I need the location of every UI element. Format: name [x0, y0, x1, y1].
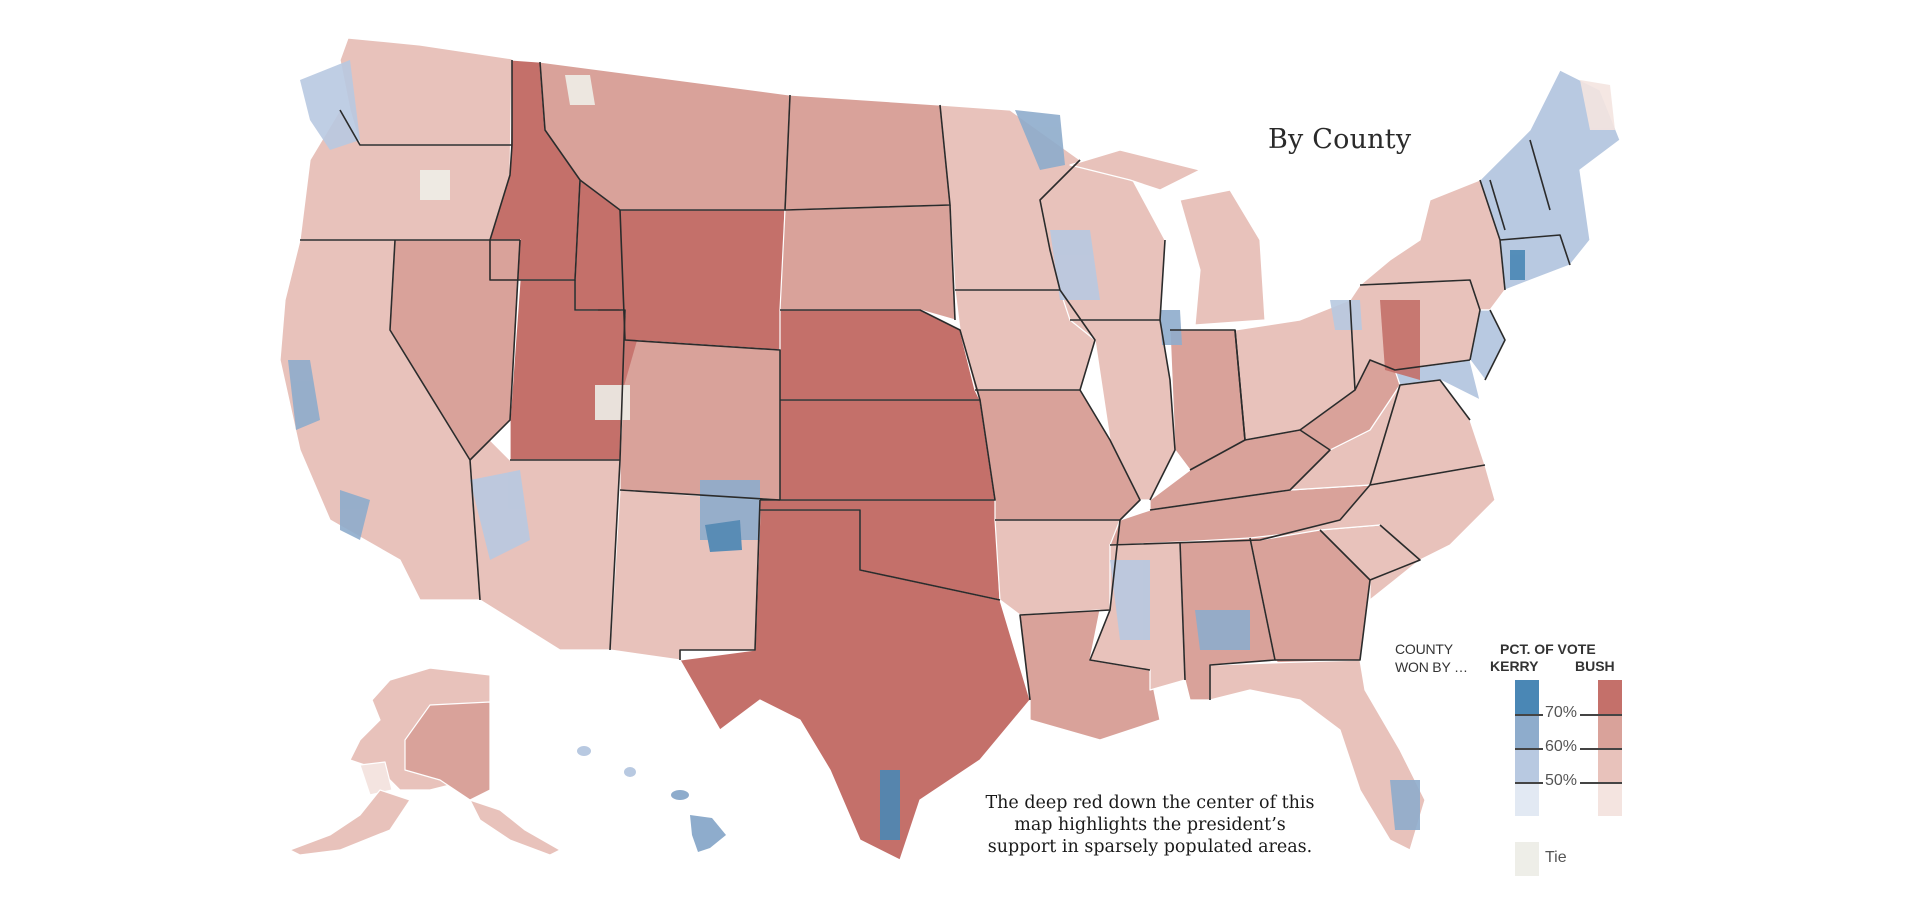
legend-tick-50: [1515, 782, 1543, 784]
region-aroostook: [1580, 80, 1615, 130]
hawaii: [577, 746, 726, 852]
region-tie-county-ut: [595, 385, 630, 420]
region-bay-area: [288, 360, 320, 430]
county-color-hints: [288, 60, 1615, 840]
legend-bush-70-plus: [1598, 680, 1622, 714]
caption-line-1: The deep red down the center of this: [985, 793, 1315, 813]
state-michigan: [1179, 189, 1266, 326]
region-tie-county-or: [420, 170, 450, 200]
legend-kerry-label: KERRY: [1490, 658, 1539, 674]
region-upper-mississippi: [1050, 230, 1100, 300]
legend-bush-50-60: [1598, 748, 1622, 782]
region-chicago: [1160, 310, 1182, 345]
region-rio-grande: [880, 770, 900, 840]
alaska-west: [359, 761, 393, 796]
region-iron-range: [1015, 110, 1065, 170]
region-central-pa: [1380, 300, 1420, 380]
caption-line-2: map highlights the president’s: [1014, 815, 1286, 835]
map-caption: The deep red down the center of this map…: [960, 792, 1340, 858]
hawaii-big-island: [690, 815, 726, 852]
legend-tick-50-right: [1580, 782, 1622, 784]
region-puget-sound: [300, 60, 360, 150]
legend-bush-label: BUSH: [1575, 658, 1615, 674]
state-north-dakota: [784, 94, 951, 211]
state-kansas: [779, 399, 996, 501]
region-los-angeles: [340, 490, 370, 540]
region-cleveland: [1330, 300, 1362, 330]
state-washington: [339, 37, 521, 146]
legend-tick-70: [1515, 714, 1543, 716]
state-boundaries: [300, 60, 1571, 701]
legend: COUNTY WON BY … PCT. OF VOTE KERRY BUSH …: [1390, 636, 1630, 876]
legend-kerry-50-60: [1515, 748, 1539, 782]
state-south-dakota: [779, 204, 956, 321]
legend-tick-60: [1515, 748, 1543, 750]
region-tie-county-mt: [565, 75, 595, 105]
hawaii-oahu: [624, 767, 636, 777]
map-title: By County: [1268, 124, 1412, 155]
legend-bush-60-70: [1598, 714, 1622, 748]
alaska-interior: [404, 701, 491, 801]
legend-kerry-under-50: [1515, 782, 1539, 816]
hawaii-kauai: [577, 746, 591, 756]
state-arkansas: [994, 519, 1121, 616]
region-las-vegas: [470, 470, 530, 560]
legend-pct-of-vote: PCT. OF VOTE: [1500, 641, 1596, 657]
legend-bush-under-50: [1598, 782, 1622, 816]
state-michigan-up: [1069, 149, 1201, 191]
legend-tick-label-60: 60%: [1545, 738, 1578, 755]
alaska-panhandle: [469, 799, 561, 856]
state-florida: [1209, 659, 1426, 851]
hawaii-maui: [671, 790, 689, 800]
region-south-florida: [1390, 780, 1420, 830]
legend-kerry-60-70: [1515, 714, 1539, 748]
legend-header-left-2: WON BY …: [1395, 659, 1468, 675]
legend-tie-label: Tie: [1545, 849, 1567, 866]
state-nebraska: [779, 309, 981, 401]
legend-kerry-70-plus: [1515, 680, 1539, 714]
region-great-basin: [590, 290, 640, 400]
region-santa-fe: [705, 520, 742, 552]
legend-tie-swatch: [1515, 842, 1539, 876]
state-louisiana: [1019, 609, 1161, 741]
region-black-belt: [1195, 610, 1250, 650]
legend-tick-60-right: [1580, 748, 1622, 750]
alaska: [289, 667, 561, 856]
state-colorado: [619, 339, 781, 501]
caption-line-3: support in sparsely populated areas.: [987, 837, 1313, 857]
legend-tick-label-70: 70%: [1545, 704, 1578, 721]
legend-header-left-1: COUNTY: [1395, 641, 1453, 657]
legend-tick-label-50: 50%: [1545, 772, 1578, 789]
legend-tick-70-right: [1580, 714, 1622, 716]
region-delta: [1110, 560, 1150, 640]
legend-county-won-by: COUNTY WON BY …: [1395, 640, 1468, 676]
region-berkshire: [1510, 250, 1525, 280]
alaska-peninsula: [289, 789, 411, 856]
conterminous-us: [279, 37, 1621, 861]
